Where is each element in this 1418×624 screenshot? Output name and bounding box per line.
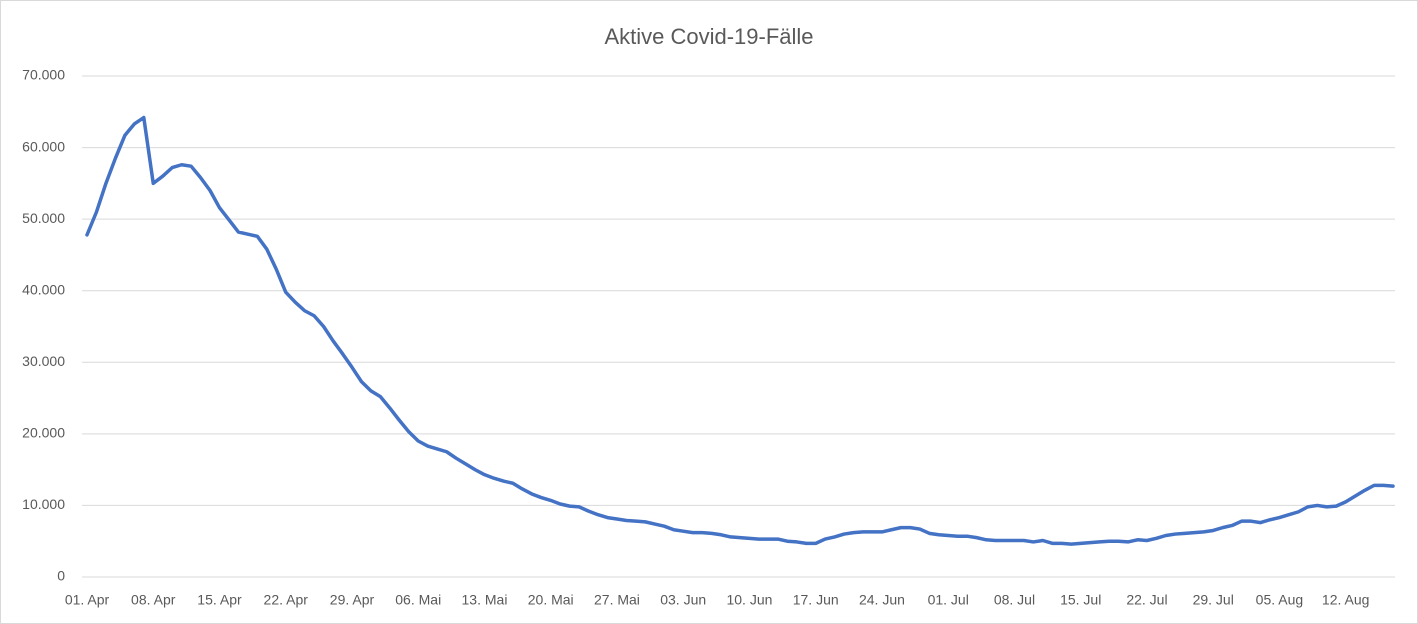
y-tick-label: 10.000 — [22, 496, 65, 512]
x-tick-label: 22. Apr — [264, 592, 309, 608]
x-tick-label: 20. Mai — [528, 592, 574, 608]
y-tick-label: 40.000 — [22, 281, 65, 297]
y-tick-label: 20.000 — [22, 425, 65, 441]
x-tick-label: 01. Apr — [65, 592, 110, 608]
x-tick-label: 08. Apr — [131, 592, 176, 608]
x-tick-label: 17. Jun — [793, 592, 839, 608]
x-tick-label: 15. Apr — [197, 592, 242, 608]
x-tick-label: 24. Jun — [859, 592, 905, 608]
x-tick-label: 03. Jun — [660, 592, 706, 608]
x-tick-label: 08. Jul — [994, 592, 1035, 608]
x-tick-label: 27. Mai — [594, 592, 640, 608]
x-tick-label: 01. Jul — [928, 592, 969, 608]
y-tick-label: 50.000 — [22, 210, 65, 226]
x-tick-label: 12. Aug — [1322, 592, 1370, 608]
x-tick-label: 10. Jun — [726, 592, 772, 608]
x-tick-label: 13. Mai — [462, 592, 508, 608]
x-tick-label: 29. Apr — [330, 592, 375, 608]
chart-title: Aktive Covid-19-Fälle — [604, 24, 813, 49]
y-tick-label: 70.000 — [22, 67, 65, 83]
x-tick-label: 15. Jul — [1060, 592, 1101, 608]
x-tick-label: 29. Jul — [1193, 592, 1234, 608]
y-tick-label: 30.000 — [22, 353, 65, 369]
x-tick-label: 06. Mai — [395, 592, 441, 608]
x-tick-label: 22. Jul — [1126, 592, 1167, 608]
y-tick-label: 0 — [57, 568, 65, 584]
line-series — [85, 115, 1395, 546]
x-tick-label: 05. Aug — [1256, 592, 1304, 608]
y-tick-label: 60.000 — [22, 138, 65, 154]
